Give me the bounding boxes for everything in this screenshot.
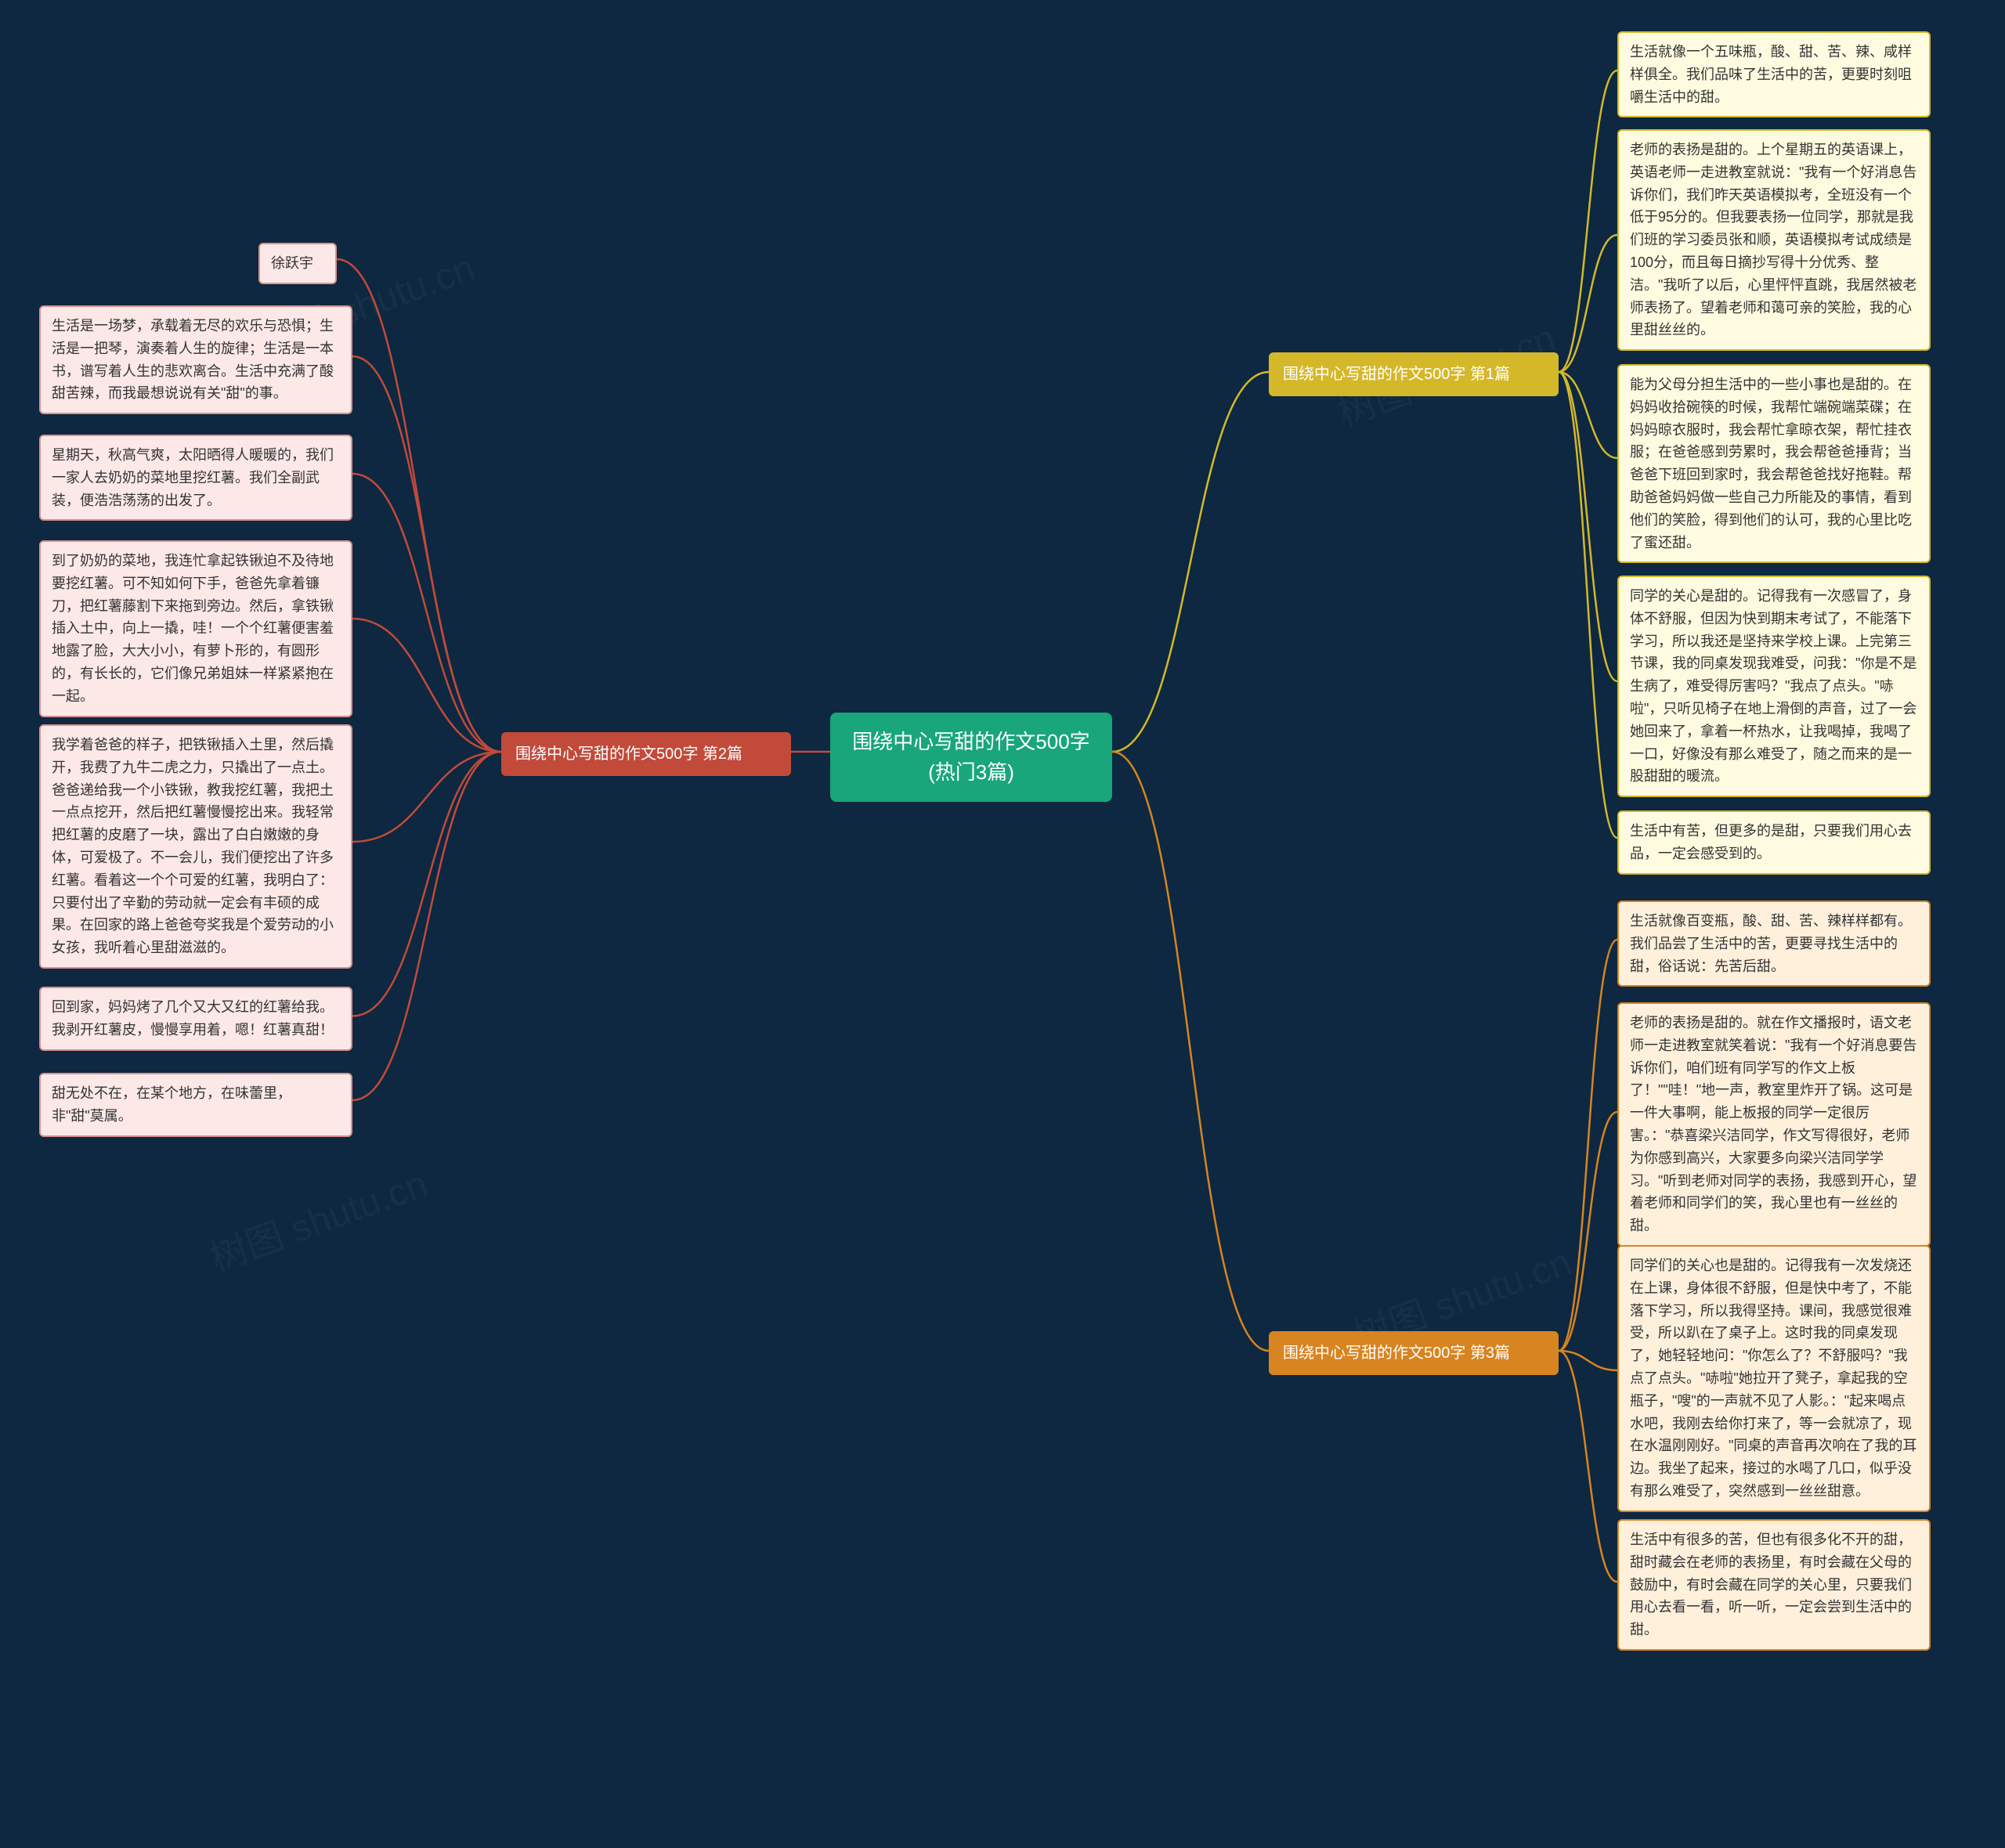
- leaf-node: 徐跃宇: [258, 243, 337, 284]
- leaf-node: 甜无处不在，在某个地方，在味蕾里，非"甜"莫属。: [39, 1073, 352, 1137]
- branch-header: 围绕中心写甜的作文500字 第2篇: [501, 732, 791, 776]
- leaf-node: 能为父母分担生活中的一些小事也是甜的。在妈妈收拾碗筷的时候，我帮忙端碗端菜碟；在…: [1617, 364, 1931, 563]
- leaf-node: 生活就像一个五味瓶，酸、甜、苦、辣、咸样样俱全。我们品味了生活中的苦，更要时刻咀…: [1617, 31, 1931, 117]
- leaf-node: 生活中有很多的苦，但也有很多化不开的甜，甜时藏会在老师的表扬里，有时会藏在父母的…: [1617, 1519, 1931, 1651]
- watermark: 树图 shutu.cn: [201, 1153, 434, 1282]
- center-node: 围绕中心写甜的作文500字(热门3篇): [830, 713, 1112, 802]
- leaf-node: 老师的表扬是甜的。上个星期五的英语课上，英语老师一走进教室就说："我有一个好消息…: [1617, 129, 1931, 351]
- leaf-node: 回到家，妈妈烤了几个又大又红的红薯给我。我剥开红薯皮，慢慢享用着，嗯！红薯真甜！: [39, 987, 352, 1051]
- branch-header: 围绕中心写甜的作文500字 第1篇: [1269, 352, 1559, 396]
- leaf-node: 我学着爸爸的样子，把铁锹插入土里，然后撬开，我费了九牛二虎之力，只撬出了一点土。…: [39, 724, 352, 969]
- leaf-node: 到了奶奶的菜地，我连忙拿起铁锹迫不及待地要挖红薯。可不知如何下手，爸爸先拿着镰刀…: [39, 540, 352, 717]
- leaf-node: 星期天，秋高气爽，太阳晒得人暖暖的，我们一家人去奶奶的菜地里挖红薯。我们全副武装…: [39, 435, 352, 521]
- leaf-node: 生活中有苦，但更多的是甜，只要我们用心去品，一定会感受到的。: [1617, 810, 1931, 875]
- leaf-node: 同学们的关心也是甜的。记得我有一次发烧还在上课，身体很不舒服，但是快中考了，不能…: [1617, 1245, 1931, 1512]
- leaf-node: 生活就像百变瓶，酸、甜、苦、辣样样都有。我们品尝了生活中的苦，更要寻找生活中的甜…: [1617, 901, 1931, 987]
- branch-header: 围绕中心写甜的作文500字 第3篇: [1269, 1331, 1559, 1375]
- leaf-node: 同学的关心是甜的。记得我有一次感冒了，身体不舒服，但因为快到期末考试了，不能落下…: [1617, 576, 1931, 797]
- leaf-node: 老师的表扬是甜的。就在作文播报时，语文老师一走进教室就笑着说："我有一个好消息要…: [1617, 1002, 1931, 1247]
- leaf-node: 生活是一场梦，承载着无尽的欢乐与恐惧；生活是一把琴，演奏着人生的旋律；生活是一本…: [39, 305, 352, 414]
